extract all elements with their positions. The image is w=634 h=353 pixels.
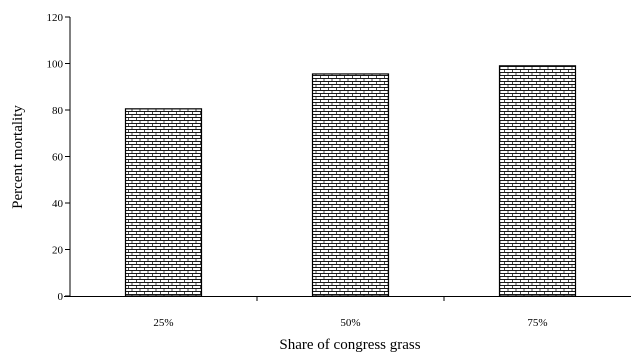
x-tick-label: 50% bbox=[340, 317, 360, 329]
y-axis-title: Percent mortality bbox=[10, 105, 26, 209]
bar-75pct bbox=[498, 65, 577, 297]
x-axis-ticks: 25% 50% 75% bbox=[153, 296, 548, 329]
y-tick-label: 0 bbox=[58, 291, 64, 303]
y-axis-ticks: 0 20 40 60 80 100 120 bbox=[47, 12, 70, 303]
y-tick-label: 120 bbox=[47, 12, 64, 24]
bars bbox=[124, 65, 577, 297]
x-axis-title: Share of congress grass bbox=[279, 337, 420, 353]
bar-25pct bbox=[124, 108, 203, 297]
bar-50pct bbox=[311, 73, 390, 297]
y-tick-label: 60 bbox=[52, 152, 64, 164]
y-tick-label: 100 bbox=[47, 59, 64, 71]
y-tick-label: 80 bbox=[52, 105, 64, 117]
y-tick-label: 20 bbox=[52, 245, 64, 257]
x-tick-label: 25% bbox=[153, 317, 173, 329]
y-tick-label: 40 bbox=[52, 198, 64, 210]
x-tick-label: 75% bbox=[527, 317, 547, 329]
